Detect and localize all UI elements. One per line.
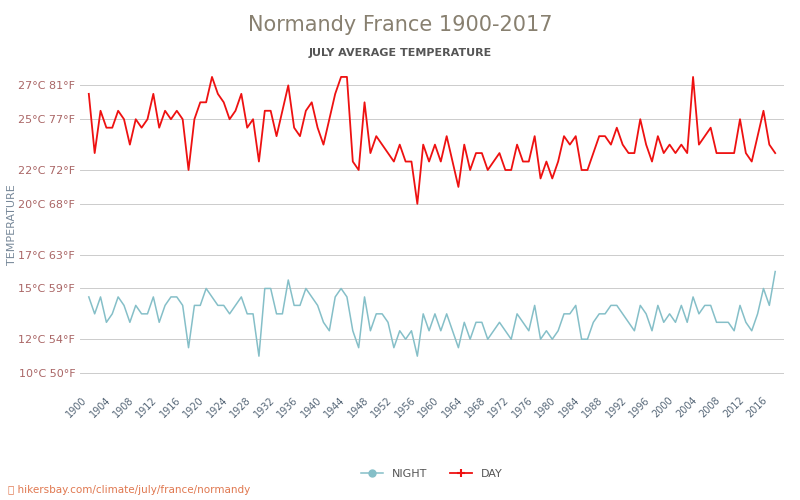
Text: JULY AVERAGE TEMPERATURE: JULY AVERAGE TEMPERATURE	[308, 48, 492, 58]
Legend: NIGHT, DAY: NIGHT, DAY	[357, 464, 507, 483]
Text: ⭕ hikersbay.com/climate/july/france/normandy: ⭕ hikersbay.com/climate/july/france/norm…	[8, 485, 250, 495]
Text: Normandy France 1900-2017: Normandy France 1900-2017	[248, 15, 552, 35]
Y-axis label: TEMPERATURE: TEMPERATURE	[7, 184, 18, 266]
